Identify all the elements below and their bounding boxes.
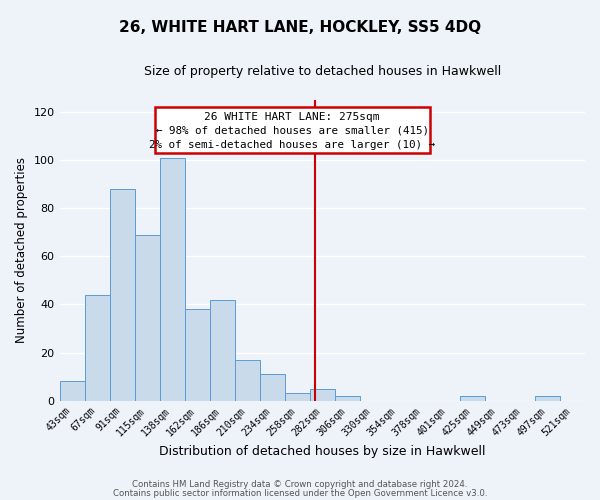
Bar [85, 295, 110, 401]
Bar [110, 189, 134, 400]
Bar [235, 360, 260, 401]
Bar [160, 158, 185, 400]
FancyBboxPatch shape [155, 107, 430, 153]
Y-axis label: Number of detached properties: Number of detached properties [15, 158, 28, 344]
Text: 26 WHITE HART LANE: 275sqm: 26 WHITE HART LANE: 275sqm [205, 112, 380, 122]
Bar [310, 388, 335, 400]
Bar [285, 394, 310, 400]
Bar [335, 396, 360, 400]
Text: 2% of semi-detached houses are larger (10) →: 2% of semi-detached houses are larger (1… [149, 140, 435, 149]
Bar [460, 396, 485, 400]
X-axis label: Distribution of detached houses by size in Hawkwell: Distribution of detached houses by size … [159, 444, 485, 458]
Text: Contains HM Land Registry data © Crown copyright and database right 2024.: Contains HM Land Registry data © Crown c… [132, 480, 468, 489]
Text: ← 98% of detached houses are smaller (415): ← 98% of detached houses are smaller (41… [156, 126, 429, 136]
Text: Contains public sector information licensed under the Open Government Licence v3: Contains public sector information licen… [113, 488, 487, 498]
Bar [260, 374, 285, 400]
Bar [535, 396, 560, 400]
Bar [134, 234, 160, 400]
Bar [185, 310, 209, 400]
Text: 26, WHITE HART LANE, HOCKLEY, SS5 4DQ: 26, WHITE HART LANE, HOCKLEY, SS5 4DQ [119, 20, 481, 35]
Bar [209, 300, 235, 400]
Bar [59, 382, 85, 400]
Title: Size of property relative to detached houses in Hawkwell: Size of property relative to detached ho… [143, 65, 501, 78]
